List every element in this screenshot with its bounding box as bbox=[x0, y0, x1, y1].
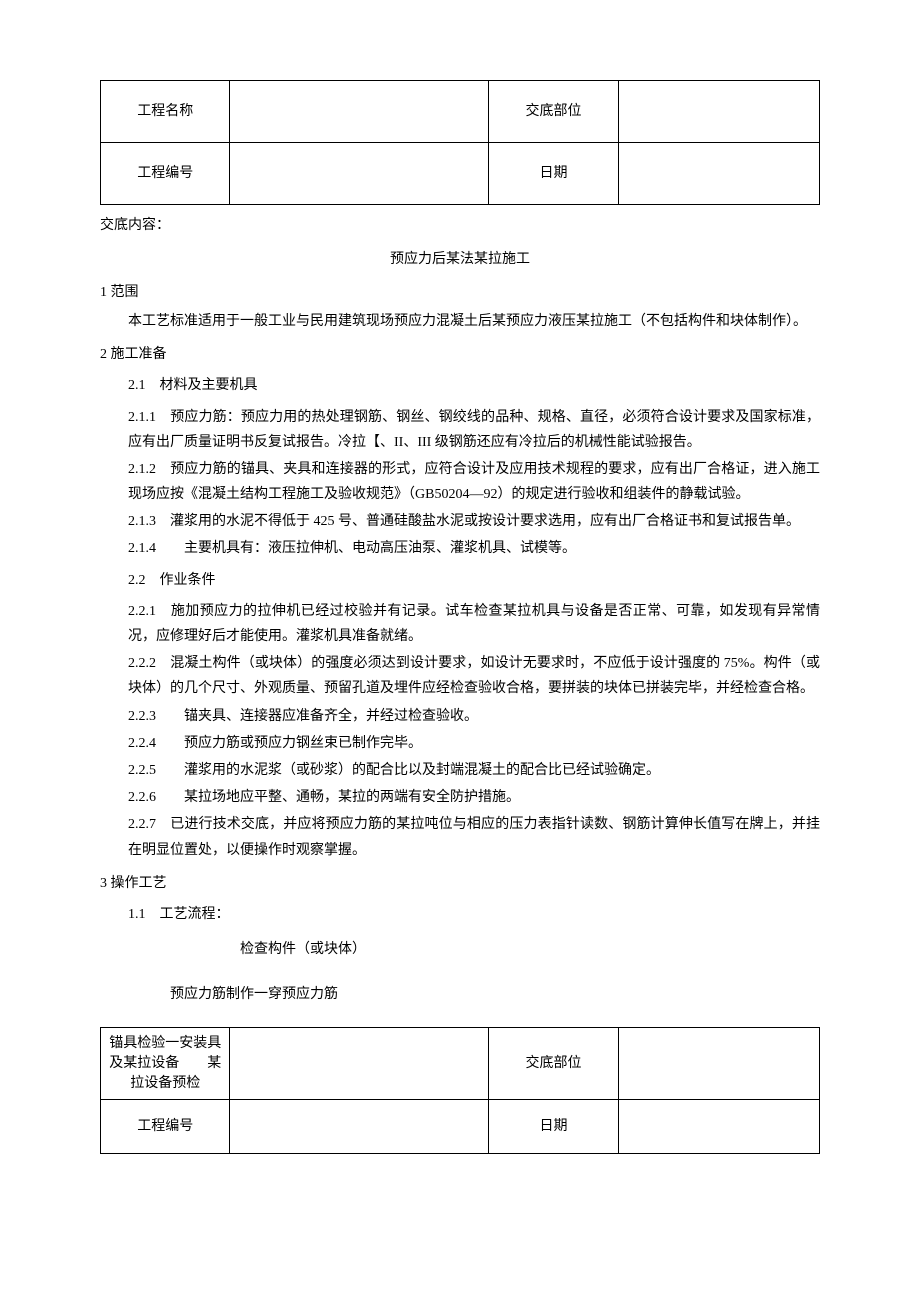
cell-date-label: 日期 bbox=[489, 143, 618, 205]
cell2-date-value bbox=[618, 1100, 819, 1154]
cell-jiaodi-part-value bbox=[618, 81, 819, 143]
document-title: 预应力后某法某拉施工 bbox=[100, 247, 820, 272]
section-2-header: 2 施工准备 bbox=[100, 342, 820, 367]
para-2-2-5: 2.2.5 灌浆用的水泥浆（或砂浆）的配合比以及封端混凝土的配合比已经试验确定。 bbox=[100, 758, 820, 783]
cell2-date-label: 日期 bbox=[489, 1100, 618, 1154]
cell-project-no-label: 工程编号 bbox=[101, 143, 230, 205]
cell-jiaodi-part-label: 交底部位 bbox=[489, 81, 618, 143]
para-2-2-1: 2.2.1 施加预应力的拉伸机已经过校验并有记录。试车检查某拉机具与设备是否正常… bbox=[100, 599, 820, 649]
para-2-2-3: 2.2.3 锚夹具、连接器应准备齐全，并经过检查验收。 bbox=[100, 704, 820, 729]
cell-project-name-value bbox=[230, 81, 489, 143]
flow-step-1: 检查构件（或块体） bbox=[100, 937, 820, 962]
cell2-r1c2 bbox=[230, 1028, 489, 1100]
para-2-2-7: 2.2.7 已进行技术交底，并应将预应力筋的某拉吨位与相应的压力表指针读数、钢筋… bbox=[100, 812, 820, 862]
cell2-project-no-value bbox=[230, 1100, 489, 1154]
section-1-para: 本工艺标准适用于一般工业与民用建筑现场预应力混凝土后某预应力液压某拉施工（不包括… bbox=[100, 309, 820, 334]
para-2-1-3: 2.1.3 灌浆用的水泥不得低于 425 号、普通硅酸盐水泥或按设计要求选用，应… bbox=[100, 509, 820, 534]
heading-3-1-1: 1.1 工艺流程： bbox=[100, 902, 820, 927]
section-1-header: 1 范围 bbox=[100, 280, 820, 305]
para-2-2-6: 2.2.6 某拉场地应平整、通畅，某拉的两端有安全防护措施。 bbox=[100, 785, 820, 810]
cell-project-name-label: 工程名称 bbox=[101, 81, 230, 143]
header-table-1: 工程名称 交底部位 工程编号 日期 bbox=[100, 80, 820, 205]
para-2-2-4: 2.2.4 预应力筋或预应力钢丝束已制作完毕。 bbox=[100, 731, 820, 756]
heading-2-1: 2.1 材料及主要机具 bbox=[100, 373, 820, 398]
para-2-1-4: 2.1.4 主要机具有：液压拉伸机、电动高压油泵、灌浆机具、试模等。 bbox=[100, 536, 820, 561]
jiaodi-content-label: 交底内容： bbox=[100, 213, 820, 238]
section-3-header: 3 操作工艺 bbox=[100, 871, 820, 896]
para-2-2-2: 2.2.2 混凝土构件（或块体）的强度必须达到设计要求，如设计无要求时，不应低于… bbox=[100, 651, 820, 701]
flow-step-2: 预应力筋制作一穿预应力筋 bbox=[100, 982, 820, 1007]
cell2-project-no-label: 工程编号 bbox=[101, 1100, 230, 1154]
cell2-jiaodi-part-label: 交底部位 bbox=[489, 1028, 618, 1100]
cell-date-value bbox=[618, 143, 819, 205]
header-table-2: 锚具检验一安装具及某拉设备 某拉设备预检 交底部位 工程编号 日期 bbox=[100, 1027, 820, 1154]
cell-project-no-value bbox=[230, 143, 489, 205]
heading-2-2: 2.2 作业条件 bbox=[100, 568, 820, 593]
cell2-r1c1: 锚具检验一安装具及某拉设备 某拉设备预检 bbox=[101, 1028, 230, 1100]
para-2-1-1: 2.1.1 预应力筋：预应力用的热处理钢筋、钢丝、钢绞线的品种、规格、直径，必须… bbox=[100, 405, 820, 455]
para-2-1-2: 2.1.2 预应力筋的锚具、夹具和连接器的形式，应符合设计及应用技术规程的要求，… bbox=[100, 457, 820, 507]
cell2-jiaodi-part-value bbox=[618, 1028, 819, 1100]
